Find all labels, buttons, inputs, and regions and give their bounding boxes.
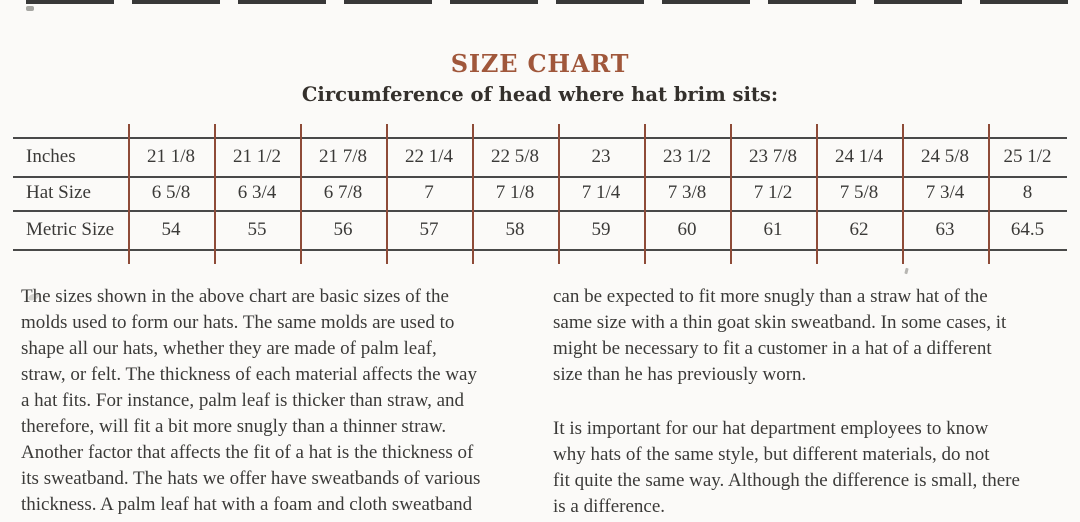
table-vertical-rule	[300, 124, 302, 264]
body-text-line: straw, or felt. The thickness of each ma…	[21, 364, 477, 385]
table-cell: 7 1/8	[495, 182, 535, 203]
table-cell: 7 5/8	[839, 182, 879, 203]
table-cell: 7 3/4	[925, 182, 965, 203]
body-text-line: It is important for our hat department e…	[553, 418, 989, 439]
page-subtitle: Circumference of head where hat brim sit…	[301, 83, 779, 106]
body-text-line: Another factor that affects the fit of a…	[21, 442, 474, 463]
table-vertical-rule	[558, 124, 560, 264]
table-horizontal-rule	[13, 137, 1067, 139]
table-row-label: Hat Size	[26, 182, 91, 203]
body-text-line: molds used to form our hats. The same mo…	[21, 312, 455, 333]
table-row-label: Metric Size	[26, 218, 115, 240]
table-cell: 23 1/2	[662, 145, 712, 167]
table-cell: 23	[591, 145, 611, 167]
table-cell: 22 1/4	[404, 145, 454, 167]
table-cell: 22 5/8	[490, 145, 540, 167]
table-vertical-rule	[988, 124, 990, 264]
table-cell: 63	[935, 218, 955, 240]
right-paragraph-2: It is important for our hat department e…	[553, 416, 1058, 520]
table-vertical-rule	[386, 124, 388, 264]
table-cell: 62	[849, 218, 869, 240]
scan-artifact	[26, 6, 34, 11]
table-cell: 54	[161, 218, 181, 240]
page-title: SIZE CHART	[450, 49, 630, 78]
body-text-line: The sizes shown in the above chart are b…	[21, 286, 449, 307]
table-cell: 23 7/8	[748, 145, 798, 167]
body-text-line: a hat fits. For instance, palm leaf is t…	[21, 390, 465, 411]
table-cell: 6 7/8	[323, 182, 363, 203]
scan-artifact	[904, 267, 909, 275]
table-vertical-rule	[472, 124, 474, 264]
right-paragraph-1: can be expected to fit more snugly than …	[553, 284, 1058, 388]
table-cell: 6 3/4	[237, 182, 277, 203]
table-vertical-rule	[128, 124, 130, 264]
table-cell: 57	[419, 218, 439, 240]
table-horizontal-rule	[13, 210, 1067, 212]
table-cell: 21 1/8	[146, 145, 196, 167]
table-cell: 21 1/2	[232, 145, 282, 167]
table-cell: 24 5/8	[920, 145, 970, 167]
table-cell: 61	[763, 218, 783, 240]
body-text-line: can be expected to fit more snugly than …	[553, 286, 988, 307]
body-text-left-column: The sizes shown in the above chart are b…	[21, 284, 541, 518]
table-cell: 59	[591, 218, 611, 240]
size-chart-table: Inches 21 1/8 21 1/2 21 7/8 22 1/4 22 5/…	[13, 137, 1067, 249]
table-cell: 6 5/8	[151, 182, 191, 203]
table-vertical-rule	[730, 124, 732, 264]
table-horizontal-rule	[13, 176, 1067, 178]
table-cell: 60	[677, 218, 697, 240]
table-cell: 24 1/4	[834, 145, 884, 167]
body-text-line: shape all our hats, whether they are mad…	[21, 338, 437, 359]
body-text-right-column: can be expected to fit more snugly than …	[553, 284, 1058, 520]
body-text-line: is a difference.	[553, 496, 666, 517]
table-cell: 55	[247, 218, 267, 240]
table-cell: 8	[1022, 182, 1033, 203]
table-cell: 7 1/4	[581, 182, 621, 203]
body-text-line: why hats of the same style, but differen…	[553, 444, 990, 465]
body-text-line: therefore, will fit a bit more snugly th…	[21, 416, 447, 437]
table-row-label: Inches	[26, 145, 76, 167]
table-vertical-rule	[902, 124, 904, 264]
scan-edge-dashes	[26, 0, 1080, 4]
table-horizontal-rule	[13, 249, 1067, 251]
body-text-line: might be necessary to fit a customer in …	[553, 338, 992, 359]
table-cell: 25 1/2	[1003, 145, 1052, 167]
table-vertical-rule	[214, 124, 216, 264]
table-cell: 58	[505, 218, 525, 240]
body-text-line: size than he has previously worn.	[553, 364, 807, 385]
table-cell: 7	[424, 182, 434, 203]
table-cell: 56	[333, 218, 353, 240]
body-text-line: thickness. A palm leaf hat with a foam a…	[21, 494, 473, 515]
body-text-line: same size with a thin goat skin sweatban…	[553, 312, 1007, 333]
table-cell: 64.5	[1010, 218, 1045, 240]
body-text-line: fit quite the same way. Although the dif…	[553, 470, 1020, 491]
table-vertical-rule	[644, 124, 646, 264]
table-vertical-rule	[816, 124, 818, 264]
table-cell: 21 7/8	[318, 145, 368, 167]
body-text-line: its sweatband. The hats we offer have sw…	[21, 468, 481, 489]
table-cell: 7 1/2	[753, 182, 793, 203]
table-cell: 7 3/8	[667, 182, 707, 203]
